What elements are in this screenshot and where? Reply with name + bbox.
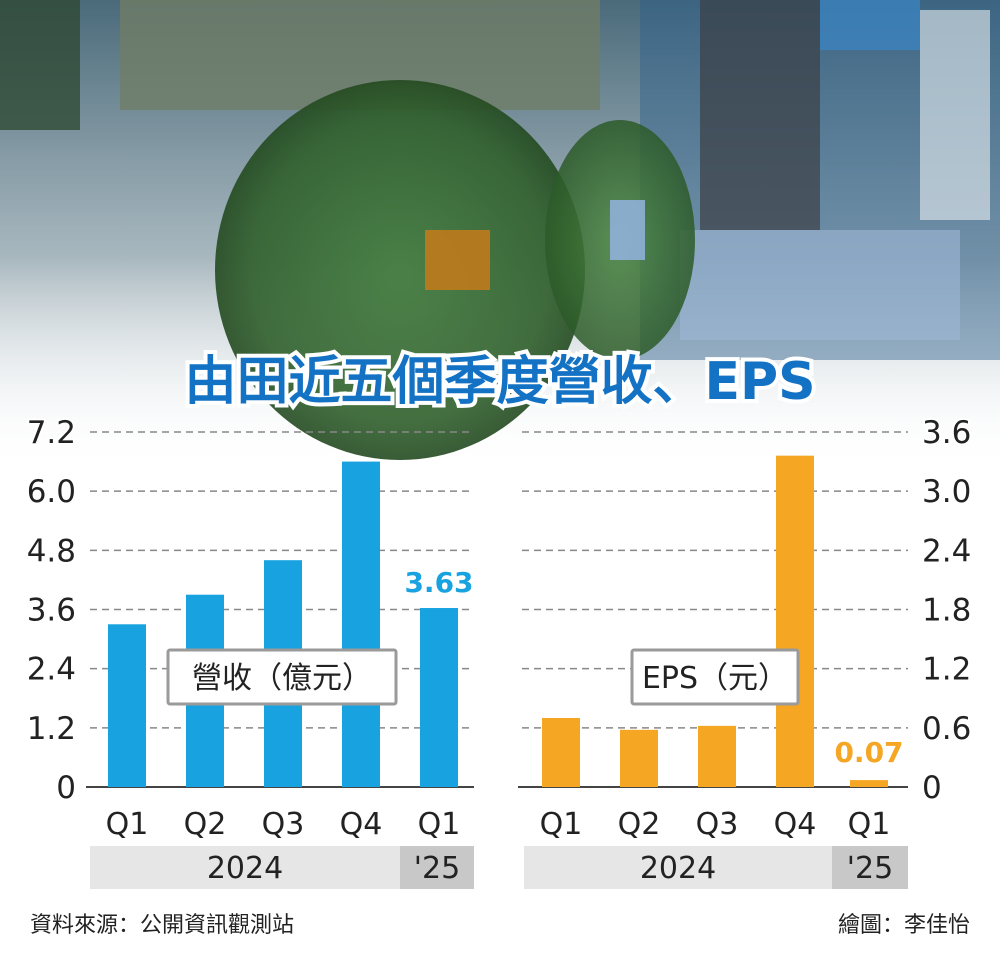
x-tick-label-revenue: Q2 xyxy=(184,807,227,842)
y-tick-label-eps: 3.0 xyxy=(922,474,971,510)
y-tick-label-revenue: 6.0 xyxy=(27,474,76,510)
y-tick-label-revenue: 2.4 xyxy=(27,652,76,688)
y-tick-label-eps: 2.4 xyxy=(922,533,971,569)
background-photo xyxy=(0,0,1000,470)
x-tick-label-eps: Q3 xyxy=(696,807,739,842)
data-label-revenue: 3.63 xyxy=(404,566,473,599)
data-label-eps: 0.07 xyxy=(834,736,903,769)
year-label-revenue: 2024 xyxy=(207,851,283,886)
x-tick-label-eps: Q4 xyxy=(774,807,817,842)
bar-revenue-1 xyxy=(108,624,146,787)
bar-revenue-5 xyxy=(420,608,458,787)
chart-title: 由田近五個季度營收、EPS xyxy=(184,352,815,412)
credit-note: 繪圖：李佳怡 xyxy=(838,913,970,938)
series-label-box-revenue xyxy=(166,648,398,706)
bar-eps-3 xyxy=(698,725,736,787)
series-label-box-eps xyxy=(630,648,800,706)
bar-revenue-4 xyxy=(342,461,380,787)
year-label-eps: 2024 xyxy=(640,851,716,886)
y-tick-label-eps: 1.2 xyxy=(922,652,971,688)
bar-eps-2 xyxy=(620,729,658,787)
x-tick-label-revenue: Q3 xyxy=(262,807,305,842)
y-tick-label-revenue: 0 xyxy=(56,770,76,806)
bar-eps-5 xyxy=(850,780,888,787)
year-label-revenue: '25 xyxy=(414,851,460,886)
series-label-eps: EPS（元） xyxy=(642,661,788,696)
year-band-eps xyxy=(524,846,832,889)
year-band-dark-eps xyxy=(832,846,908,889)
x-tick-label-eps: Q1 xyxy=(540,807,583,842)
year-band-dark-revenue xyxy=(400,846,474,889)
year-label-eps: '25 xyxy=(847,851,893,886)
y-tick-label-eps: 1.8 xyxy=(922,593,971,629)
year-band-revenue xyxy=(90,846,400,889)
x-tick-label-revenue: Q1 xyxy=(418,807,461,842)
x-tick-label-eps: Q2 xyxy=(618,807,661,842)
x-tick-label-eps: Q1 xyxy=(848,807,891,842)
y-tick-label-eps: 3.6 xyxy=(922,415,971,451)
y-tick-label-revenue: 4.8 xyxy=(27,533,76,569)
y-tick-label-eps: 0 xyxy=(922,770,942,806)
bar-eps-4 xyxy=(776,455,814,787)
source-note: 資料來源：公開資訊觀測站 xyxy=(30,913,294,938)
x-tick-label-revenue: Q4 xyxy=(340,807,383,842)
y-tick-label-revenue: 3.6 xyxy=(27,593,76,629)
y-tick-label-revenue: 7.2 xyxy=(27,415,76,451)
y-tick-label-revenue: 1.2 xyxy=(27,711,76,747)
x-tick-label-revenue: Q1 xyxy=(106,807,149,842)
y-tick-label-eps: 0.6 xyxy=(922,711,971,747)
charts-group: 7.2 6.0 4.8 3.6 2.4 1.2 0 Q1 Q2 Q3 Q4 Q1 3.63 營收（億元） 2… xyxy=(25,413,973,889)
bar-eps-1 xyxy=(542,717,580,787)
series-label-revenue: 營收（億元） xyxy=(192,661,372,696)
